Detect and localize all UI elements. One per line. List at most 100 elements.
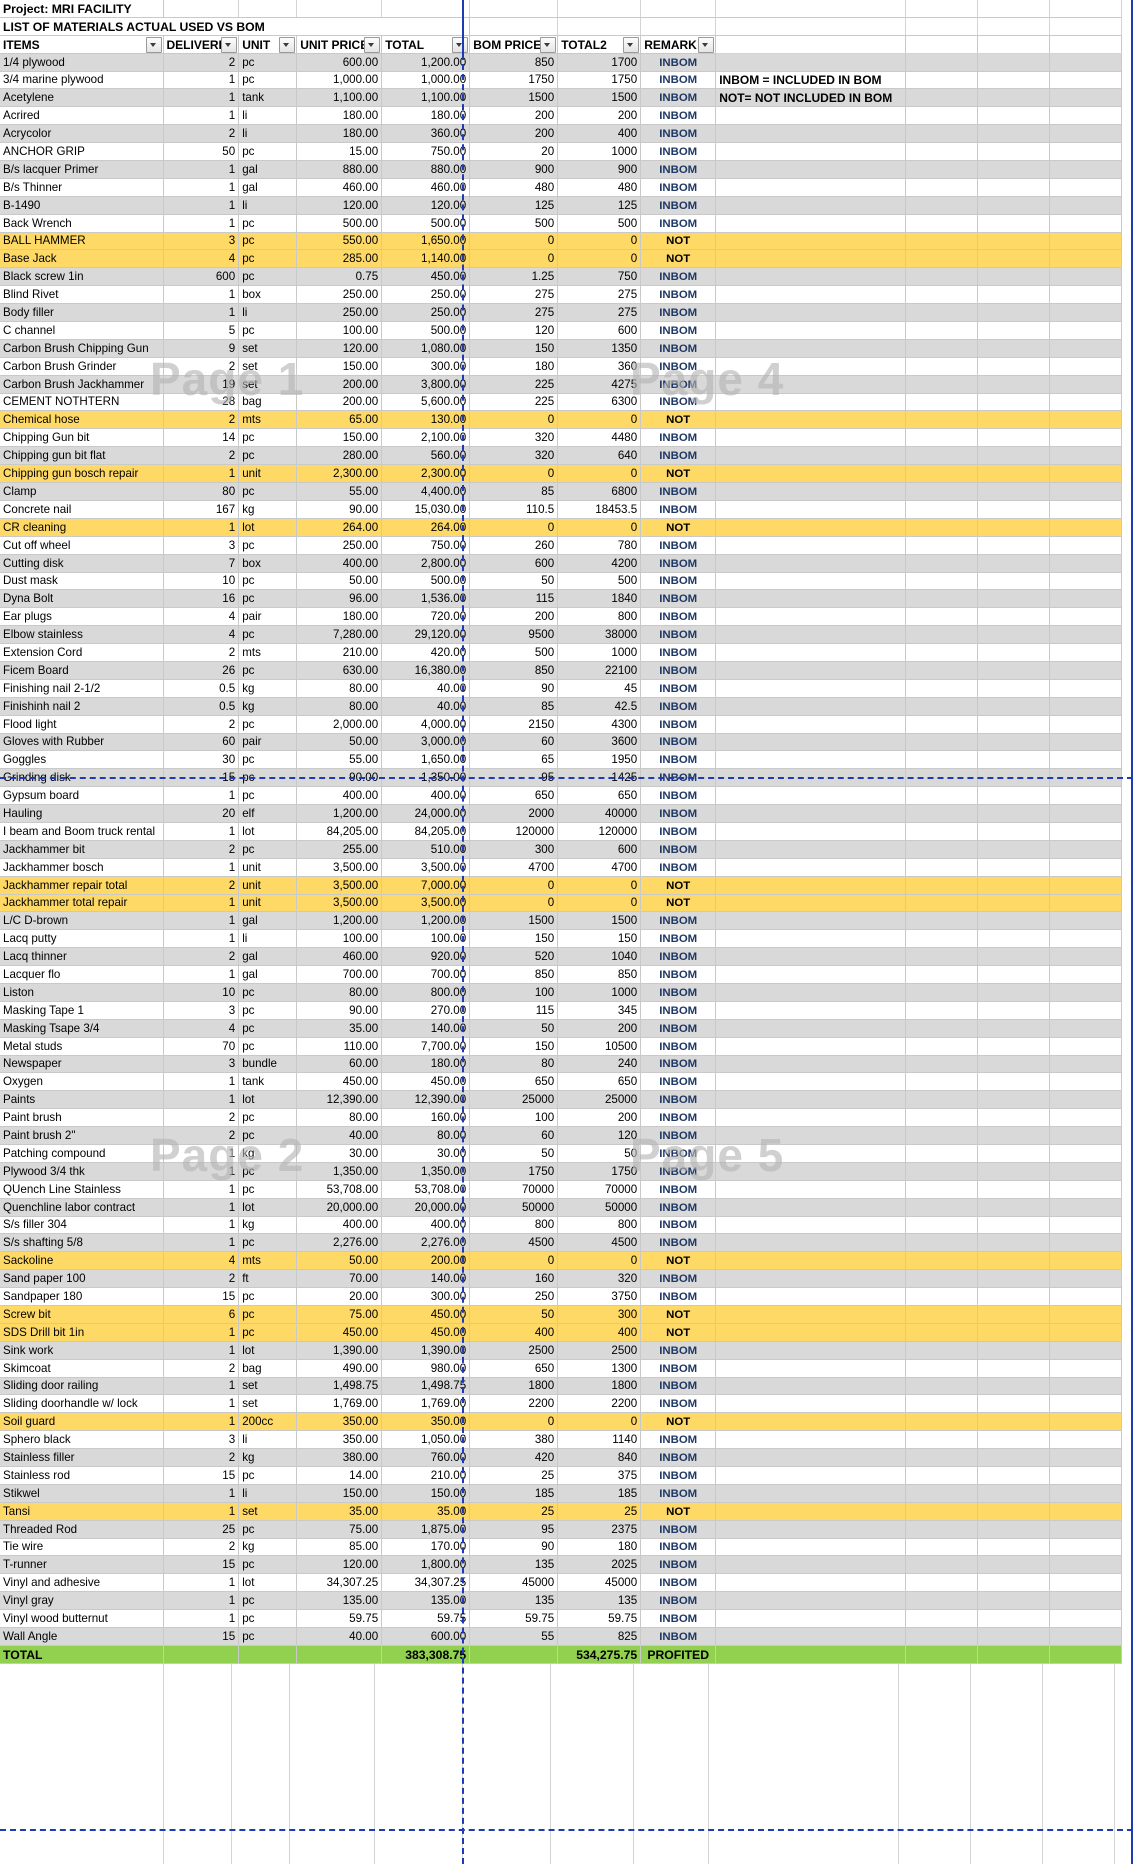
table-row[interactable]: Paint brush 2 pc 80.00 160.00 100 200 INBOM (0, 1108, 1123, 1128)
table-row[interactable]: Plywood 3/4 thk 1 pc 1,350.00 1,350.00 1750 17… (0, 1162, 1123, 1181)
table-row[interactable]: Elbow stainless 4 pc 7,280.00 29,120.00 9500 3… (0, 625, 1123, 645)
table-row[interactable]: Masking Tsape 3/4 4 pc 35.00 140.00 50 200 INBO… (0, 1019, 1123, 1038)
table-row[interactable]: Stikwel 1 li 150.00 150.00 185 185 INBOM (0, 1484, 1123, 1503)
table-row[interactable]: Lacquer flo 1 gal 700.00 700.00 850 850 INBOM (0, 965, 1123, 984)
table-row[interactable]: 3/4 marine plywood 1 pc 1,000.00 1,000.00 175… (0, 71, 1123, 90)
table-row[interactable]: Liston 10 pc 80.00 800.00 100 1000 INBOM (0, 983, 1123, 1002)
table-row[interactable]: L/C D-brown 1 gal 1,200.00 1,200.00 1500 1500 I… (0, 911, 1123, 931)
table-row[interactable]: Sphero black 3 li 350.00 1,050.00 380 1140 INBO… (0, 1430, 1123, 1450)
table-row[interactable]: Sink work 1 lot 1,390.00 1,390.00 2500 2500 INB… (0, 1341, 1123, 1360)
table-row[interactable]: Masking Tape 1 3 pc 90.00 270.00 115 345 INBOM (0, 1001, 1123, 1020)
table-row[interactable]: Sackoline 4 mts 50.00 200.00 0 0 NOT (0, 1251, 1123, 1271)
table-row[interactable]: SDS Drill bit 1in 1 pc 450.00 450.00 400 400 NO… (0, 1323, 1123, 1342)
table-row[interactable]: Finishinh nail 2 0.5 kg 80.00 40.00 85 42.5 INB… (0, 697, 1123, 716)
table-row[interactable]: Back Wrench 1 pc 500.00 500.00 500 500 INBOM (0, 214, 1123, 233)
table-row[interactable]: Tie wire 2 kg 85.00 170.00 90 180 INBOM (0, 1538, 1123, 1557)
table-row[interactable]: Gloves with Rubber 60 pair 50.00 3,000.00 60 3… (0, 733, 1123, 752)
table-row[interactable]: Sand paper 100 2 ft 70.00 140.00 160 320 INBOM (0, 1269, 1123, 1289)
table-row[interactable]: B/s lacquer Primer 1 gal 880.00 880.00 900 900… (0, 160, 1123, 179)
table-row[interactable]: C channel 5 pc 100.00 500.00 120 600 INBOM (0, 321, 1123, 340)
table-row[interactable]: Vinyl gray 1 pc 135.00 135.00 135 135 INBOM (0, 1591, 1123, 1611)
table-row[interactable]: Quenchline labor contract 1 lot 20,000.00 20… (0, 1198, 1123, 1217)
table-row[interactable]: Body filler 1 li 250.00 250.00 275 275 INBOM (0, 303, 1123, 323)
table-row[interactable]: Soil guard 1 200cc 350.00 350.00 0 0 NOT (0, 1412, 1123, 1432)
table-row[interactable]: Stainless filler 2 kg 380.00 760.00 420 840 INB… (0, 1448, 1123, 1468)
table-row[interactable]: Sliding doorhandle w/ lock 1 set 1,769.00 1,… (0, 1394, 1123, 1414)
table-row[interactable]: Chipping gun bit flat 2 pc 280.00 560.00 320 6… (0, 446, 1123, 466)
table-row[interactable]: Carbon Brush Chipping Gun 9 set 120.00 1,080… (0, 339, 1123, 358)
row-blank-cell (905, 929, 979, 949)
filter-dropdown-icon-unit[interactable] (279, 36, 296, 53)
table-row[interactable]: Finishing nail 2-1/2 0.5 kg 80.00 40.00 90 45 I… (0, 679, 1123, 698)
table-row[interactable]: Sliding door railing 1 set 1,498.75 1,498.75… (0, 1377, 1123, 1396)
cell-item: Sliding door railing (0, 1377, 164, 1396)
table-row[interactable]: BALL HAMMER 3 pc 550.00 1,650.00 0 0 NOT (0, 232, 1123, 251)
table-row[interactable]: Tansi 1 set 35.00 35.00 25 25 NOT (0, 1502, 1123, 1521)
table-row[interactable]: Paint brush 2" 2 pc 40.00 80.00 60 120 INBOM (0, 1126, 1123, 1145)
table-row[interactable]: 1/4 plywood 2 pc 600.00 1,200.00 850 1700 INBOM (0, 53, 1123, 72)
table-row[interactable]: Dyna Bolt 16 pc 96.00 1,536.00 115 1840 INBOM (0, 589, 1123, 609)
table-row[interactable]: CEMENT NOTHTERN 28 bag 200.00 5,600.00 225 630… (0, 393, 1123, 412)
filter-dropdown-icon-bom-price[interactable] (540, 36, 557, 53)
cell-bom-price: 45000 (469, 1573, 559, 1593)
table-row[interactable]: Jackhammer repair total 2 unit 3,500.00 7,00… (0, 876, 1123, 895)
table-row[interactable]: Ficem Board 26 pc 630.00 16,380.00 850 22100 IN… (0, 661, 1123, 680)
table-row[interactable]: Jackhammer bosch 1 unit 3,500.00 3,500.00 470… (0, 858, 1123, 877)
table-row[interactable]: Vinyl wood butternut 1 pc 59.75 59.75 59.75 59… (0, 1609, 1123, 1629)
table-row[interactable]: Black screw 1in 600 pc 0.75 450.00 1.25 750 INB… (0, 267, 1123, 287)
table-row[interactable]: I beam and Boom truck rental 1 lot 84,205.0… (0, 822, 1123, 841)
table-row[interactable]: QUench Line Stainless 1 pc 53,708.00 53,708.… (0, 1180, 1123, 1199)
table-row[interactable]: Carbon Brush Grinder 2 set 150.00 300.00 180 3… (0, 357, 1123, 376)
table-row[interactable]: Metal studs 70 pc 110.00 7,700.00 150 10500 INB… (0, 1037, 1123, 1056)
table-row[interactable]: Threaded Rod 25 pc 75.00 1,875.00 95 2375 INBOM (0, 1520, 1123, 1539)
filter-dropdown-icon-remark[interactable] (698, 36, 715, 53)
table-row[interactable]: S/s shafting 5/8 1 pc 2,276.00 2,276.00 4500 4… (0, 1233, 1123, 1253)
table-row[interactable]: Paints 1 lot 12,390.00 12,390.00 25000 25000 IN… (0, 1090, 1123, 1110)
table-row[interactable]: Acrycolor 2 li 180.00 360.00 200 400 INBOM (0, 124, 1123, 144)
table-row[interactable]: Base Jack 4 pc 285.00 1,140.00 0 0 NOT (0, 249, 1123, 269)
table-row[interactable]: Lacq putty 1 li 100.00 100.00 150 150 INBOM (0, 929, 1123, 949)
table-row[interactable]: Patching compound 1 kg 30.00 30.00 50 50 INBOM (0, 1144, 1123, 1163)
table-row[interactable]: B/s Thinner 1 gal 460.00 460.00 480 480 INBOM (0, 178, 1123, 197)
table-row[interactable]: Gypsum board 1 pc 400.00 400.00 650 650 INBOM (0, 786, 1123, 806)
table-row[interactable]: Newspaper 3 bundle 60.00 180.00 80 240 INBOM (0, 1055, 1123, 1074)
table-row[interactable]: Vinyl and adhesive 1 lot 34,307.25 34,307.25… (0, 1573, 1123, 1593)
table-row[interactable]: Chipping Gun bit 14 pc 150.00 2,100.00 320 448… (0, 428, 1123, 448)
table-row[interactable]: Carbon Brush Jackhammer 19 set 200.00 3,800.… (0, 375, 1123, 394)
filter-dropdown-icon-items[interactable] (145, 36, 162, 53)
table-row[interactable]: Concrete nail 167 kg 90.00 15,030.00 110.5 184… (0, 500, 1123, 519)
table-row[interactable]: Chipping gun bosch repair 1 unit 2,300.00 2,… (0, 464, 1123, 484)
table-row[interactable]: B-1490 1 li 120.00 120.00 125 125 INBOM (0, 196, 1123, 215)
table-row[interactable]: Blind Rivet 1 box 250.00 250.00 275 275 INBOM (0, 285, 1123, 305)
table-row[interactable]: Screw bit 6 pc 75.00 450.00 50 300 NOT (0, 1305, 1123, 1324)
filter-dropdown-icon-delivered[interactable] (221, 36, 238, 53)
table-row[interactable]: Lacq thinner 2 gal 460.00 920.00 520 1040 INBOM (0, 947, 1123, 967)
table-row[interactable]: Oxygen 1 tank 450.00 450.00 650 650 INBOM (0, 1072, 1123, 1092)
table-row[interactable]: Grinding disk 15 pc 90.00 1,350.00 95 1425 INBO… (0, 768, 1123, 788)
table-row[interactable]: Cutting disk 7 box 400.00 2,800.00 600 4200 INB… (0, 554, 1123, 573)
table-row[interactable]: Flood light 2 pc 2,000.00 4,000.00 2150 4300 IN… (0, 715, 1123, 734)
table-row[interactable]: CR cleaning 1 lot 264.00 264.00 0 0 NOT (0, 518, 1123, 537)
filter-dropdown-icon-unit-price[interactable] (364, 36, 381, 53)
table-row[interactable]: Wall Angle 15 pc 40.00 600.00 55 825 INBOM (0, 1627, 1123, 1646)
table-row[interactable]: T-runner 15 pc 120.00 1,800.00 135 2025 INBOM (0, 1555, 1123, 1575)
table-row[interactable]: Goggles 30 pc 55.00 1,650.00 65 1950 INBOM (0, 750, 1123, 770)
table-row[interactable]: Cut off wheel 3 pc 250.00 750.00 260 780 INBOM (0, 536, 1123, 555)
table-row[interactable]: Jackhammer total repair 1 unit 3,500.00 3,50… (0, 894, 1123, 913)
table-row[interactable]: Chemical hose 2 mts 65.00 130.00 0 0 NOT (0, 410, 1123, 430)
table-row[interactable]: S/s filler 304 1 kg 400.00 400.00 800 800 INBOM (0, 1216, 1123, 1235)
table-row[interactable]: Hauling 20 elf 1,200.00 24,000.00 2000 40000 IN… (0, 804, 1123, 823)
table-row[interactable]: Ear plugs 4 pair 180.00 720.00 200 800 INBOM (0, 607, 1123, 627)
filter-dropdown-icon-total2[interactable] (623, 36, 640, 53)
table-row[interactable]: Dust mask 10 pc 50.00 500.00 50 500 INBOM (0, 572, 1123, 591)
table-row[interactable]: Skimcoat 2 bag 490.00 980.00 650 1300 INBOM (0, 1359, 1123, 1378)
table-row[interactable]: ANCHOR GRIP 50 pc 15.00 750.00 20 1000 INBOM (0, 142, 1123, 162)
table-row[interactable]: Acrired 1 li 180.00 180.00 200 200 INBOM (0, 106, 1123, 126)
table-row[interactable]: Clamp 80 pc 55.00 4,400.00 85 6800 INBOM (0, 482, 1123, 501)
filter-dropdown-icon-total[interactable] (452, 36, 469, 53)
table-row[interactable]: Sandpaper 180 15 pc 20.00 300.00 250 3750 INBOM (0, 1287, 1123, 1307)
table-row[interactable]: Acetylene 1 tank 1,100.00 1,100.00 1500 1500 IN… (0, 88, 1123, 108)
table-row[interactable]: Extension Cord 2 mts 210.00 420.00 500 1000 INB… (0, 643, 1123, 662)
table-row[interactable]: Jackhammer bit 2 pc 255.00 510.00 300 600 INBOM (0, 840, 1123, 859)
table-row[interactable]: Stainless rod 15 pc 14.00 210.00 25 375 INBOM (0, 1466, 1123, 1485)
